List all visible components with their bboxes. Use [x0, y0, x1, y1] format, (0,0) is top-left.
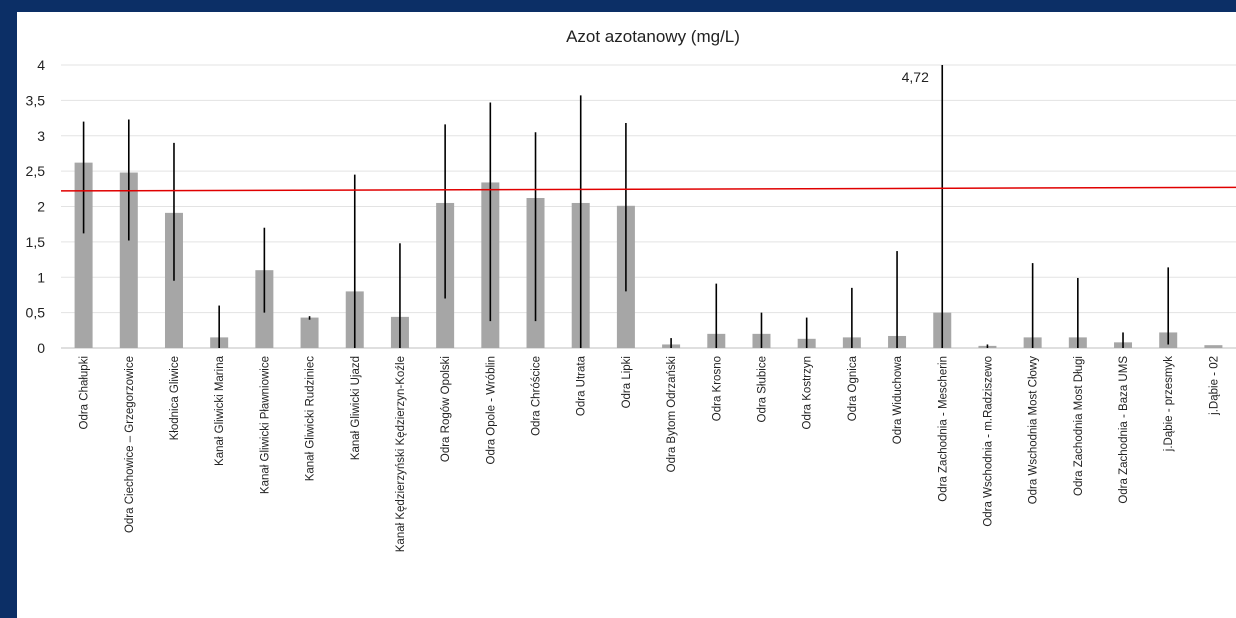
category-label: Odra Krosno	[711, 356, 723, 421]
category-label: Odra Ciechowice – Grzegorzowice	[124, 356, 136, 533]
max-value-annotation: 4,72	[902, 69, 929, 85]
bar	[74, 162, 93, 348]
category-labels: Odra Chałupki Odra Ciechowice – Grzegorzo…	[79, 355, 1221, 552]
chart-panel: 0 0,5 1 1,5 2 2,5 3 3,5 4 Odra Chałupki Odra Ciec…	[17, 12, 1236, 618]
y-tick-label: 1	[37, 269, 45, 285]
category-label: Odra Widuchowa	[892, 355, 904, 444]
category-label: j.Dąbie - przesmyk	[1163, 356, 1175, 452]
y-tick-label: 0,5	[26, 305, 46, 321]
category-label: Kłodnica Gliwice	[169, 356, 181, 440]
y-tick-label: 1,5	[26, 234, 46, 250]
category-label: Odra Utrata	[576, 355, 588, 416]
chart-title: Azot azotanowy (mg/L)	[566, 27, 740, 46]
nitrate-bar-chart: 0 0,5 1 1,5 2 2,5 3 3,5 4 Odra Chałupki Odra Ciec…	[26, 27, 1236, 552]
bar	[300, 317, 319, 348]
bar	[119, 172, 138, 348]
category-label: Odra Wschodnia Most Cłowy	[1028, 356, 1040, 505]
category-label: Odra Chróścice	[531, 356, 543, 436]
category-label: j.Dąbie - 02	[1208, 356, 1220, 416]
category-label: Kanał Gliwicki Rudziniec	[305, 356, 317, 482]
category-label: Odra Rogów Opolski	[440, 356, 452, 462]
category-label: Kanał Gliwicki Ujazd	[350, 356, 362, 460]
category-label: Odra Chałupki	[79, 356, 91, 430]
category-label: Odra Zachodnia - Mescherin	[937, 356, 949, 502]
category-label: Odra Bytom Odrzański	[666, 356, 678, 472]
category-label: Odra Słubice	[756, 356, 768, 422]
y-tick-label: 0	[37, 340, 45, 356]
category-label: Odra Ognica	[847, 355, 859, 421]
category-label: Odra Lipki	[621, 356, 633, 408]
category-label: Odra Wschodnia - m.Radziszewo	[982, 356, 994, 527]
y-tick-label: 3	[37, 128, 45, 144]
error-bars	[82, 65, 1170, 348]
category-label: Kanał Gliwicki Marina	[214, 355, 226, 466]
y-tick-label: 2,5	[26, 163, 46, 179]
reference-line	[60, 186, 1236, 192]
category-label: Kanał Kędzierzyński Kędzierzyn-Koźle	[395, 356, 407, 552]
category-label: Odra Zachodnia - Baza UMS	[1118, 356, 1130, 504]
gridlines	[61, 64, 1236, 349]
y-tick-label: 3,5	[26, 92, 46, 108]
category-label: Kanał Gliwicki Pławniowice	[259, 356, 271, 494]
category-label: Odra Opole - Wróblin	[485, 356, 497, 464]
category-label: Odra Kostrzyn	[802, 356, 814, 430]
bar	[1204, 345, 1223, 348]
y-tick-label: 4	[37, 57, 45, 73]
category-label: Odra Zachodnia Most Długi	[1073, 356, 1085, 496]
y-axis-ticks: 0 0,5 1 1,5 2 2,5 3 3,5 4	[26, 57, 46, 356]
y-tick-label: 2	[37, 199, 45, 215]
